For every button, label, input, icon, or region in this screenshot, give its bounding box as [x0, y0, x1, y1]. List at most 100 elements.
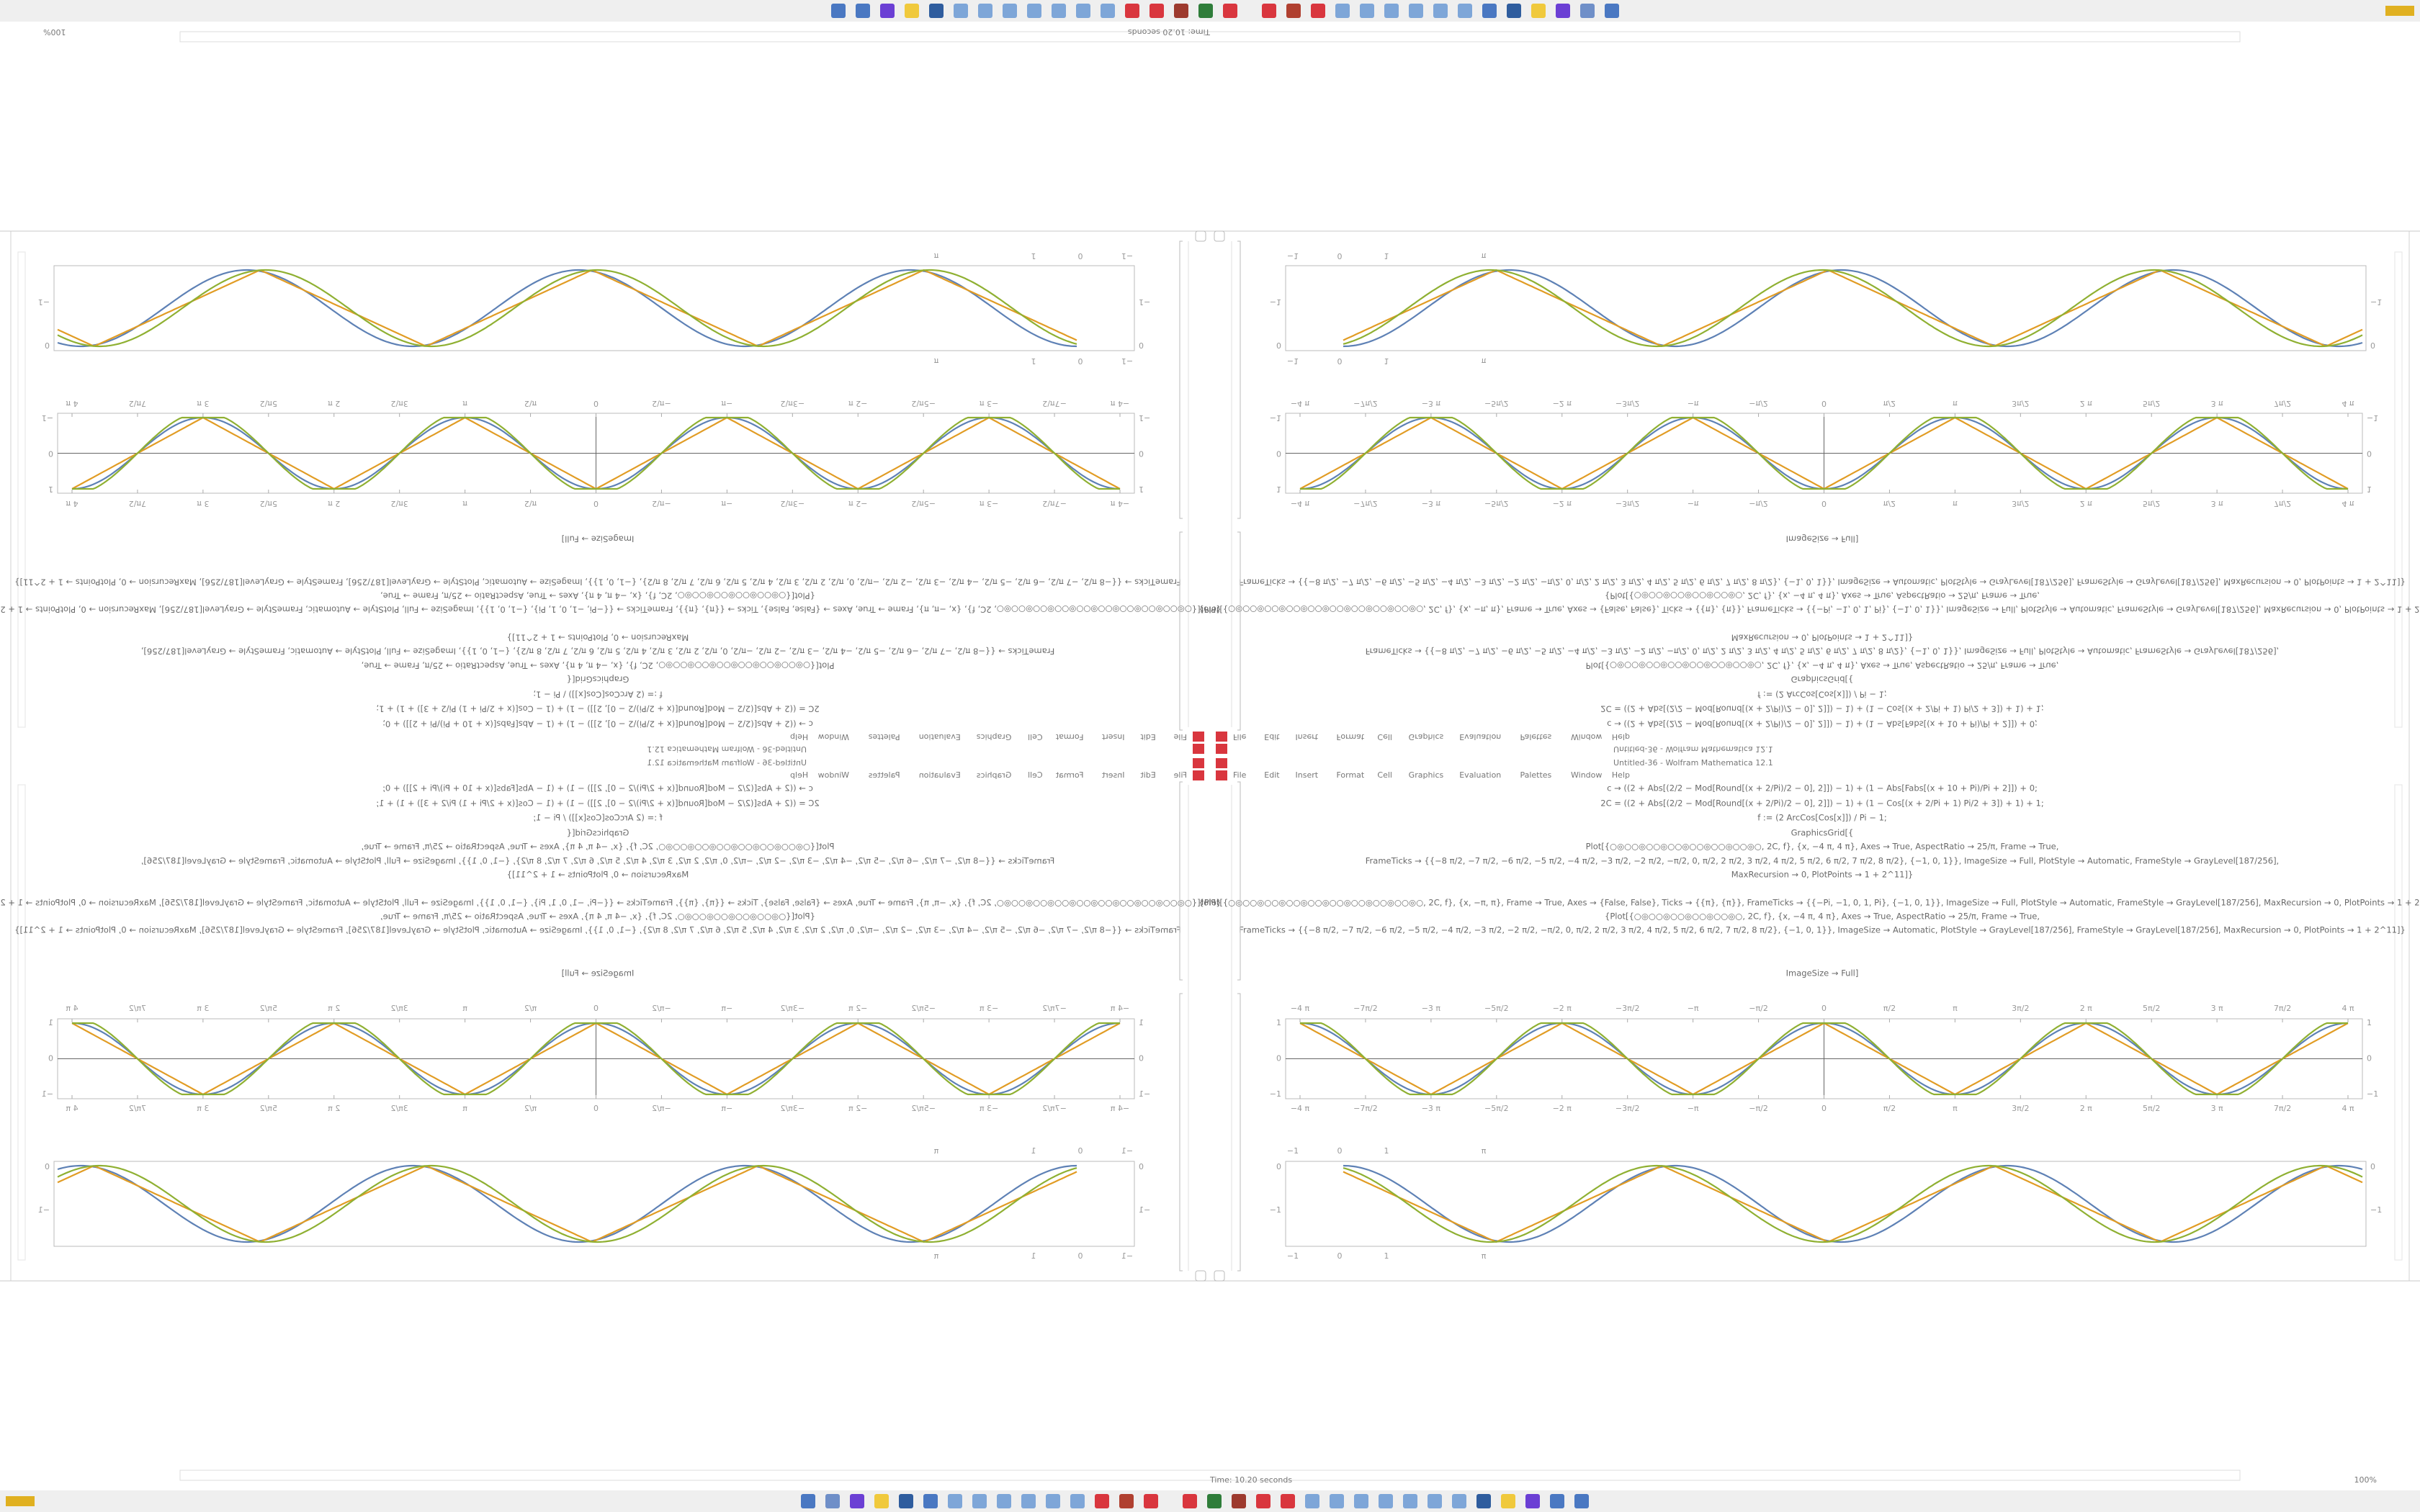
menu-item[interactable]: Edit	[1140, 770, 1156, 780]
taskbar-icon[interactable]	[1556, 4, 1570, 18]
menu-item[interactable]: Insert	[1101, 770, 1124, 780]
menu-item[interactable]: Help	[1612, 770, 1630, 780]
taskbar-icon[interactable]	[801, 1494, 815, 1508]
menu-item[interactable]: File	[1173, 770, 1187, 780]
taskbar-icon[interactable]	[1305, 1494, 1319, 1508]
menu-item[interactable]: File	[1233, 770, 1247, 780]
taskbar-icon[interactable]	[1003, 4, 1017, 18]
menu-item[interactable]: Format	[1055, 732, 1083, 742]
taskbar-icon[interactable]	[978, 4, 992, 18]
menu-item[interactable]: Cell	[1028, 770, 1043, 780]
taskbar-icon[interactable]	[850, 1494, 864, 1508]
taskbar-icon[interactable]	[1174, 4, 1188, 18]
taskbar-icon[interactable]	[1335, 4, 1350, 18]
taskbar-icon[interactable]	[1311, 4, 1325, 18]
taskbar-icon[interactable]	[1183, 1494, 1197, 1508]
taskbar-icon[interactable]	[905, 4, 919, 18]
taskbar-icon[interactable]	[1452, 1494, 1466, 1508]
taskbar-icon[interactable]	[1605, 4, 1619, 18]
taskbar-icon[interactable]	[1095, 1494, 1109, 1508]
taskbar-icon[interactable]	[1580, 4, 1595, 18]
taskbar-icon[interactable]	[1076, 4, 1090, 18]
menu-item[interactable]: Graphics	[976, 732, 1011, 742]
taskbar-icon[interactable]	[1150, 4, 1164, 18]
taskbar-icon[interactable]	[1052, 4, 1066, 18]
menu-item[interactable]: Palettes	[1520, 732, 1551, 742]
taskbar-icon[interactable]	[1046, 1494, 1060, 1508]
menu-item[interactable]: Cell	[1377, 770, 1392, 780]
taskbar-icon[interactable]	[880, 4, 895, 18]
taskbar-icon[interactable]	[954, 4, 968, 18]
menu-item[interactable]: Evaluation	[1459, 770, 1501, 780]
taskbar-icon[interactable]	[1550, 1494, 1564, 1508]
menu-item[interactable]: Graphics	[1409, 770, 1444, 780]
menu-item[interactable]: Evaluation	[919, 732, 961, 742]
taskbar-icon[interactable]	[831, 4, 846, 18]
taskbar-icon[interactable]	[1458, 4, 1472, 18]
menu-item[interactable]: Insert	[1101, 732, 1124, 742]
taskbar-icon[interactable]	[1330, 1494, 1344, 1508]
taskbar-icon[interactable]	[1403, 1494, 1417, 1508]
taskbar-icon[interactable]	[1198, 4, 1213, 18]
taskbar-icon[interactable]	[874, 1494, 889, 1508]
menu-item[interactable]: Format	[1055, 770, 1083, 780]
taskbar-icon[interactable]	[1262, 4, 1276, 18]
menu-item[interactable]: Graphics	[976, 770, 1011, 780]
taskbar-icon[interactable]	[1482, 4, 1497, 18]
taskbar-icon[interactable]	[1525, 1494, 1540, 1508]
menu-item[interactable]: Window	[818, 770, 849, 780]
taskbar-icon[interactable]	[1232, 1494, 1246, 1508]
menu-item[interactable]: Evaluation	[919, 770, 961, 780]
menu-item[interactable]: Cell	[1028, 732, 1043, 742]
taskbar-icon[interactable]	[1256, 1494, 1270, 1508]
start-icon[interactable]	[2385, 6, 2414, 16]
taskbar-icon[interactable]	[1507, 4, 1521, 18]
taskbar-icon[interactable]	[1125, 4, 1139, 18]
taskbar-icon[interactable]	[1286, 4, 1301, 18]
taskbar-icon[interactable]	[1433, 4, 1448, 18]
menu-item[interactable]: Format	[1336, 770, 1364, 780]
taskbar-icon[interactable]	[1360, 4, 1374, 18]
taskbar-icon[interactable]	[997, 1494, 1011, 1508]
taskbar-icon[interactable]	[1119, 1494, 1134, 1508]
taskbar-icon[interactable]	[948, 1494, 962, 1508]
menu-item[interactable]: Window	[1571, 732, 1602, 742]
taskbar-icon[interactable]	[1281, 1494, 1295, 1508]
menu-item[interactable]: Insert	[1296, 732, 1319, 742]
taskbar-icon[interactable]	[1070, 1494, 1085, 1508]
taskbar-icon[interactable]	[1501, 1494, 1515, 1508]
taskbar-icon[interactable]	[856, 4, 870, 18]
taskbar-icon[interactable]	[929, 4, 944, 18]
menu-item[interactable]: Insert	[1296, 770, 1319, 780]
menu-item[interactable]: Palettes	[868, 732, 900, 742]
taskbar-icon[interactable]	[1207, 1494, 1222, 1508]
taskbar-icon[interactable]	[1476, 1494, 1491, 1508]
menu-item[interactable]: Help	[790, 732, 808, 742]
taskbar-icon[interactable]	[1384, 4, 1399, 18]
menu-item[interactable]: Edit	[1264, 770, 1280, 780]
taskbar-icon[interactable]	[825, 1494, 840, 1508]
taskbar-icon[interactable]	[972, 1494, 987, 1508]
taskbar-icon[interactable]	[1354, 1494, 1368, 1508]
menu-item[interactable]: Edit	[1264, 732, 1280, 742]
menu-item[interactable]: Help	[790, 770, 808, 780]
menu-item[interactable]: Graphics	[1409, 732, 1444, 742]
taskbar-icon[interactable]	[1101, 4, 1115, 18]
menu-item[interactable]: Evaluation	[1459, 732, 1501, 742]
taskbar-icon[interactable]	[1027, 4, 1041, 18]
menu-item[interactable]: Format	[1336, 732, 1364, 742]
menu-item[interactable]: Window	[1571, 770, 1602, 780]
taskbar-icon[interactable]	[1409, 4, 1423, 18]
taskbar-icon[interactable]	[1021, 1494, 1036, 1508]
menu-item[interactable]: Palettes	[868, 770, 900, 780]
menu-item[interactable]: Cell	[1377, 732, 1392, 742]
taskbar-icon[interactable]	[1144, 1494, 1158, 1508]
taskbar-icon[interactable]	[899, 1494, 913, 1508]
menu-item[interactable]: Window	[818, 732, 849, 742]
taskbar-icon[interactable]	[1574, 1494, 1589, 1508]
menu-item[interactable]: Edit	[1140, 732, 1156, 742]
menu-item[interactable]: Help	[1612, 732, 1630, 742]
taskbar-icon[interactable]	[923, 1494, 938, 1508]
menu-item[interactable]: File	[1173, 732, 1187, 742]
menu-item[interactable]: File	[1233, 732, 1247, 742]
